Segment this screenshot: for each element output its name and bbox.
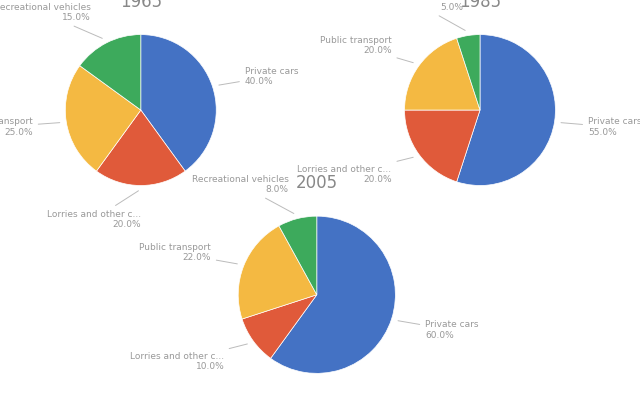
Text: Public transport
20.0%: Public transport 20.0% xyxy=(320,36,413,63)
Wedge shape xyxy=(404,110,480,182)
Title: 2005: 2005 xyxy=(296,174,338,192)
Wedge shape xyxy=(141,35,216,171)
Text: Lorries and other c...
10.0%: Lorries and other c... 10.0% xyxy=(131,344,247,371)
Text: Private cars
55.0%: Private cars 55.0% xyxy=(561,118,640,137)
Wedge shape xyxy=(404,38,480,110)
Wedge shape xyxy=(271,216,396,373)
Text: Recreational vehicles
5.0%: Recreational vehicles 5.0% xyxy=(366,0,465,30)
Text: Private cars
40.0%: Private cars 40.0% xyxy=(219,66,298,86)
Text: Public transport
25.0%: Public transport 25.0% xyxy=(0,118,60,137)
Wedge shape xyxy=(242,295,317,358)
Text: Private cars
60.0%: Private cars 60.0% xyxy=(398,320,479,340)
Wedge shape xyxy=(65,66,141,171)
Text: Recreational vehicles
8.0%: Recreational vehicles 8.0% xyxy=(191,174,294,213)
Wedge shape xyxy=(457,35,480,110)
Wedge shape xyxy=(457,35,556,185)
Wedge shape xyxy=(238,226,317,319)
Text: Lorries and other c...
20.0%: Lorries and other c... 20.0% xyxy=(47,191,141,229)
Wedge shape xyxy=(97,110,185,185)
Text: Lorries and other c...
20.0%: Lorries and other c... 20.0% xyxy=(298,157,413,184)
Text: Recreational vehicles
15.0%: Recreational vehicles 15.0% xyxy=(0,3,102,39)
Title: 1985: 1985 xyxy=(459,0,501,11)
Text: Public transport
22.0%: Public transport 22.0% xyxy=(139,243,237,264)
Wedge shape xyxy=(80,35,141,110)
Wedge shape xyxy=(279,216,317,295)
Title: 1965: 1965 xyxy=(120,0,162,11)
